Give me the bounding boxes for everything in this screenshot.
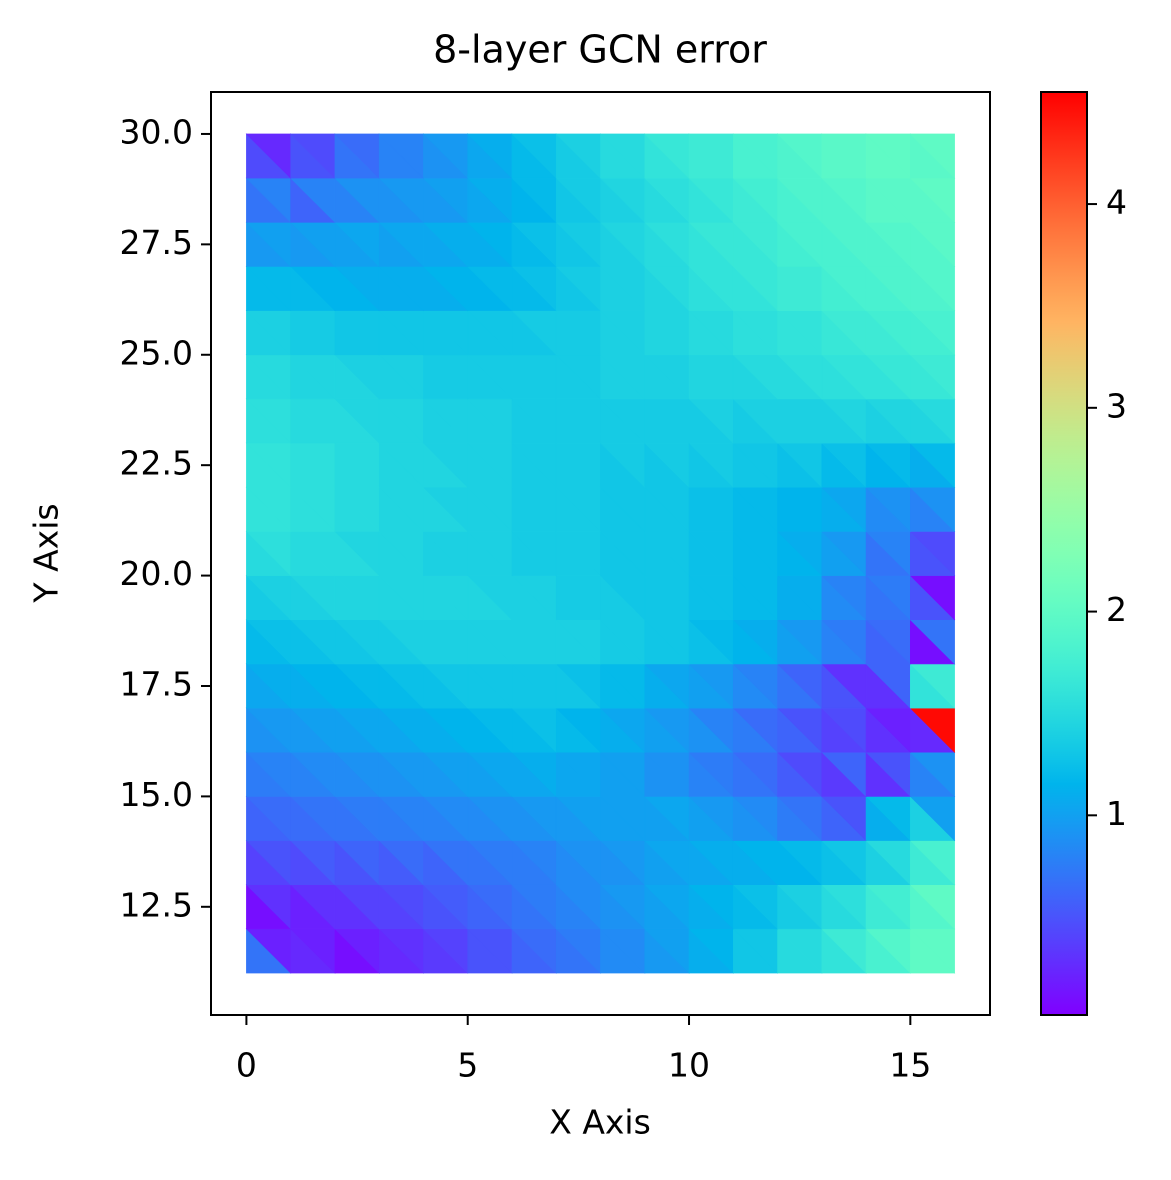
y-tick-label: 12.5: [120, 885, 193, 924]
colorbar-tick-label: 2: [1106, 590, 1127, 629]
axes-frame: [210, 91, 991, 1016]
y-tick-label: 15.0: [120, 775, 193, 814]
colorbar-tick-label: 3: [1106, 386, 1127, 425]
y-tick-label: 20.0: [120, 554, 193, 593]
colorbar: [1041, 92, 1087, 1015]
y-tick-label: 30.0: [120, 112, 193, 151]
triangle: [909, 133, 955, 179]
y-tick-label: 22.5: [120, 444, 193, 483]
x-tick-label: 0: [236, 1046, 257, 1085]
colorbar-tick-label: 1: [1106, 794, 1127, 833]
y-tick-label: 25.0: [120, 333, 193, 372]
x-axis-label: X Axis: [549, 1103, 651, 1142]
chart-title: 8-layer GCN error: [433, 28, 767, 72]
colorbar-frame: [1040, 91, 1088, 1016]
colorbar-tick-label: 4: [1106, 183, 1127, 222]
x-tick-label: 15: [889, 1046, 931, 1085]
plot-area: [245, 133, 956, 974]
y-tick-label: 17.5: [120, 664, 193, 703]
y-tick-label: 27.5: [120, 223, 193, 262]
y-axis-label: Y Axis: [27, 503, 66, 603]
x-tick-label: 5: [457, 1046, 478, 1085]
x-tick-label: 10: [668, 1046, 710, 1085]
